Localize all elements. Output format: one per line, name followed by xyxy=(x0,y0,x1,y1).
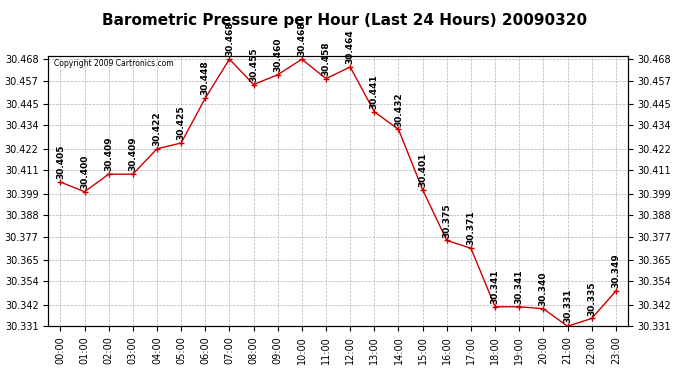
Text: 30.401: 30.401 xyxy=(418,153,427,187)
Text: 30.441: 30.441 xyxy=(370,74,379,109)
Text: 30.400: 30.400 xyxy=(80,154,89,189)
Text: 30.425: 30.425 xyxy=(177,106,186,140)
Text: 30.468: 30.468 xyxy=(225,22,234,56)
Text: 30.371: 30.371 xyxy=(466,211,475,246)
Text: 30.432: 30.432 xyxy=(394,92,403,127)
Text: Barometric Pressure per Hour (Last 24 Hours) 20090320: Barometric Pressure per Hour (Last 24 Ho… xyxy=(102,13,588,28)
Text: Copyright 2009 Cartronics.com: Copyright 2009 Cartronics.com xyxy=(54,59,174,68)
Text: 30.422: 30.422 xyxy=(152,111,161,146)
Text: 30.331: 30.331 xyxy=(563,289,572,324)
Text: 30.448: 30.448 xyxy=(201,61,210,95)
Text: 30.340: 30.340 xyxy=(539,272,548,306)
Text: 30.464: 30.464 xyxy=(346,30,355,64)
Text: 30.335: 30.335 xyxy=(587,281,596,316)
Text: 30.341: 30.341 xyxy=(515,269,524,304)
Text: 30.341: 30.341 xyxy=(491,269,500,304)
Text: 30.468: 30.468 xyxy=(297,22,306,56)
Text: 30.460: 30.460 xyxy=(273,38,282,72)
Text: 30.405: 30.405 xyxy=(56,145,65,179)
Text: 30.375: 30.375 xyxy=(442,203,451,238)
Text: 30.349: 30.349 xyxy=(611,254,620,288)
Text: 30.409: 30.409 xyxy=(104,137,113,171)
Text: 30.455: 30.455 xyxy=(249,47,258,82)
Text: 30.458: 30.458 xyxy=(322,41,331,76)
Text: 30.409: 30.409 xyxy=(128,137,137,171)
